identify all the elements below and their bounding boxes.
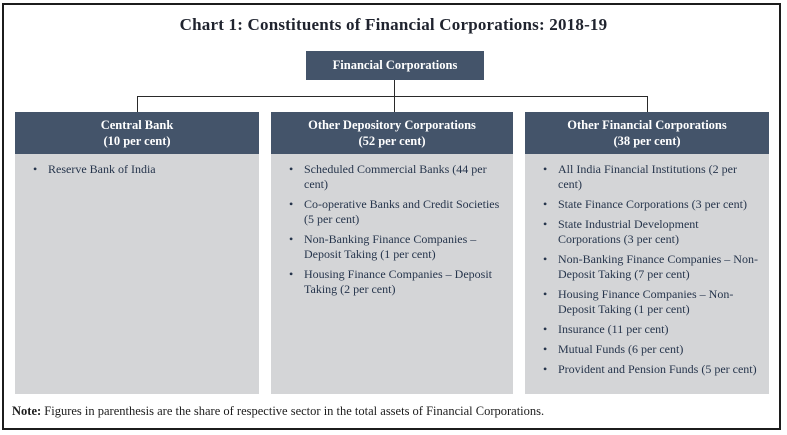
list-item: State Finance Corporations (3 per cent) — [525, 197, 765, 212]
connector-drop-other-depository — [394, 96, 395, 112]
item-list: All India Financial Institutions (2 per … — [525, 162, 765, 377]
connector-drop-central-bank — [137, 96, 138, 112]
list-item: Non-Banking Finance Companies – Non-Depo… — [525, 252, 765, 282]
root-node-label: Financial Corporations — [332, 58, 458, 72]
footnote-label: Note: — [12, 404, 42, 418]
connector-horizontal — [137, 96, 648, 97]
column-header-share: (10 per cent) — [103, 134, 171, 148]
column-header-central-bank: Central Bank (10 per cent) — [15, 112, 259, 154]
column-other-financial-corporations: Other Financial Corporations (38 per cen… — [525, 112, 769, 394]
item-list: Scheduled Commercial Banks (44 per cent)… — [271, 162, 509, 297]
list-item: Insurance (11 per cent) — [525, 322, 765, 337]
footnote: Note: Figures in parenthesis are the sha… — [12, 404, 772, 419]
figure-border — [2, 3, 781, 430]
list-item: Non-Banking Finance Companies – Deposit … — [271, 232, 509, 262]
column-body-central-bank: Reserve Bank of India — [15, 154, 259, 394]
connector-drop-other-financial — [647, 96, 648, 112]
list-item: Reserve Bank of India — [15, 162, 255, 177]
list-item: State Industrial Development Corporation… — [525, 217, 765, 247]
column-header-share: (38 per cent) — [613, 134, 681, 148]
footnote-text: Figures in parenthesis are the share of … — [44, 404, 545, 418]
list-item: Housing Finance Companies – Deposit Taki… — [271, 267, 509, 297]
column-header-other-financial: Other Financial Corporations (38 per cen… — [525, 112, 769, 154]
column-body-other-depository: Scheduled Commercial Banks (44 per cent)… — [271, 154, 513, 394]
list-item: Scheduled Commercial Banks (44 per cent) — [271, 162, 509, 192]
column-header-title: Central Bank — [100, 118, 174, 132]
root-node-financial-corporations: Financial Corporations — [306, 51, 484, 80]
list-item: Provident and Pension Funds (5 per cent) — [525, 362, 765, 377]
chart-title: Chart 1: Constituents of Financial Corpo… — [179, 15, 608, 34]
list-item: All India Financial Institutions (2 per … — [525, 162, 765, 192]
column-body-other-financial: All India Financial Institutions (2 per … — [525, 154, 769, 394]
column-other-depository-corporations: Other Depository Corporations (52 per ce… — [271, 112, 513, 394]
column-header-title: Other Depository Corporations — [308, 118, 476, 132]
list-item: Co-operative Banks and Credit Societies … — [271, 197, 509, 227]
column-header-title: Other Financial Corporations — [567, 118, 727, 132]
item-list: Reserve Bank of India — [15, 162, 255, 177]
column-central-bank: Central Bank (10 per cent) Reserve Bank … — [15, 112, 259, 394]
list-item: Housing Finance Companies – Non-Deposit … — [525, 287, 765, 317]
column-header-share: (52 per cent) — [358, 134, 426, 148]
column-header-other-depository: Other Depository Corporations (52 per ce… — [271, 112, 513, 154]
list-item: Mutual Funds (6 per cent) — [525, 342, 765, 357]
connector-root-vertical — [394, 80, 395, 96]
